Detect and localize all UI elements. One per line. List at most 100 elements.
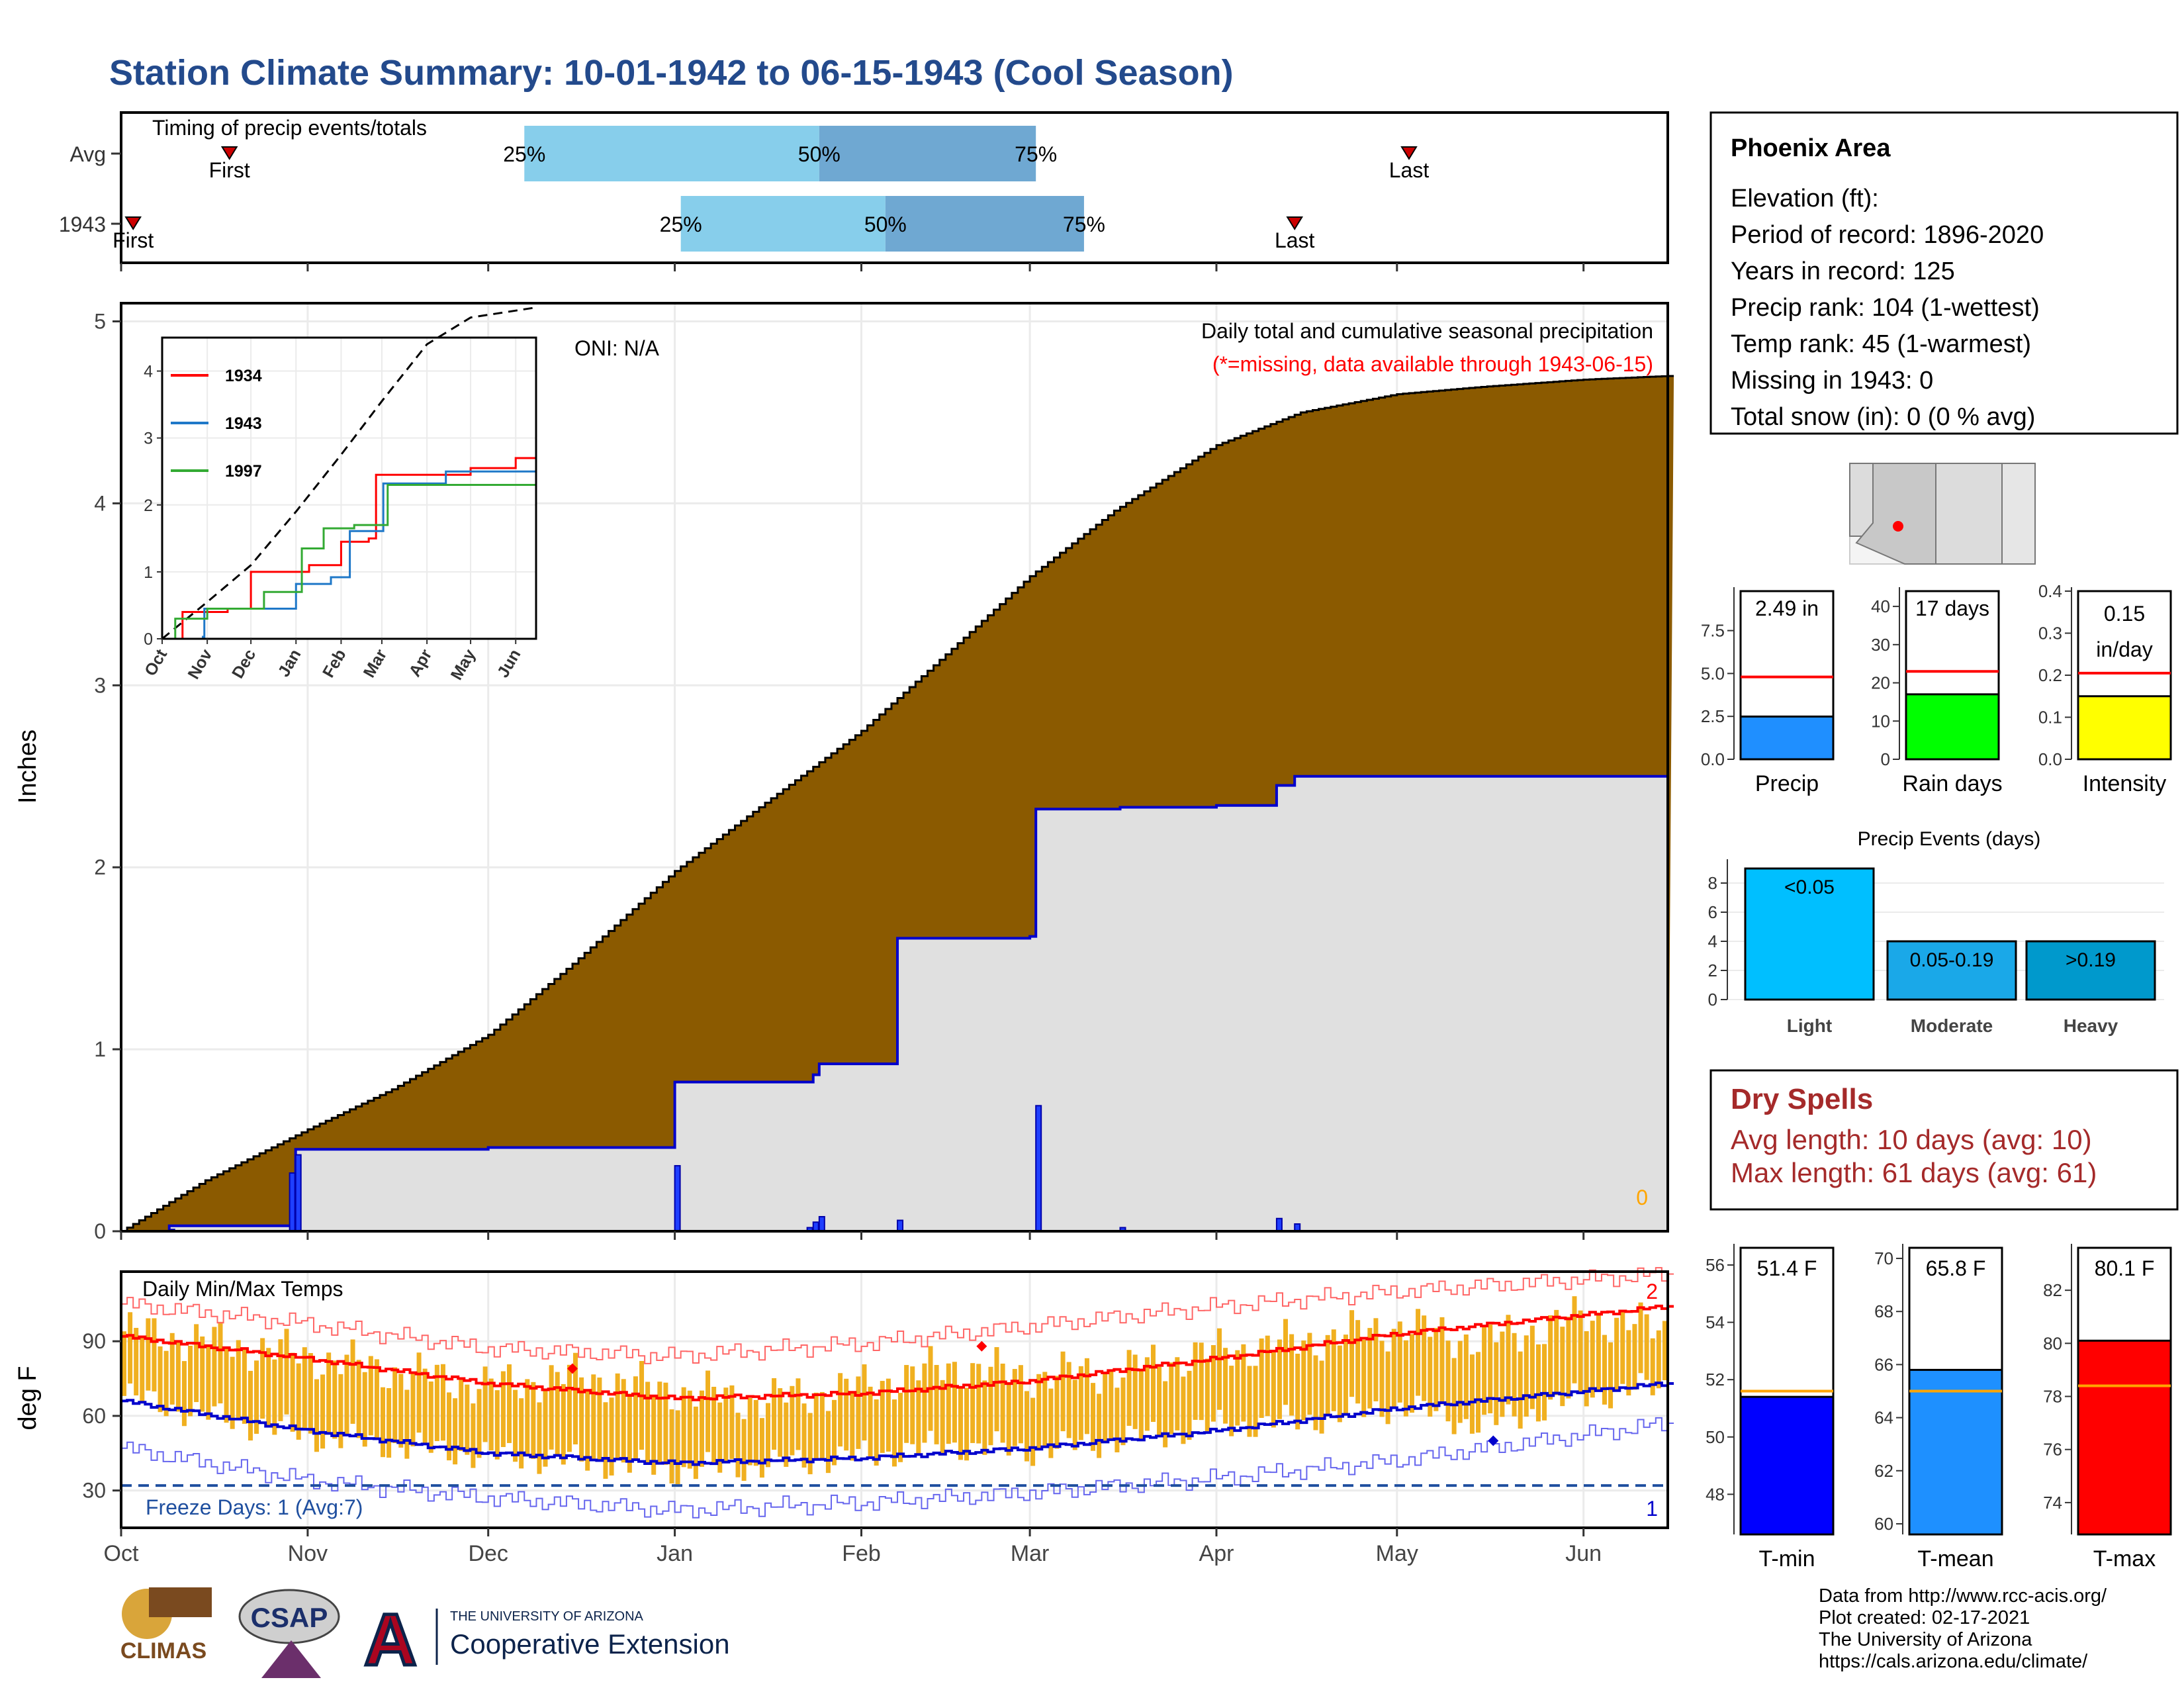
daily-precip-bar <box>295 1154 302 1232</box>
daily-temp-bar <box>1150 1344 1156 1423</box>
daily-temp-bar <box>200 1336 205 1412</box>
daily-temp-bar <box>1138 1371 1144 1441</box>
daily-precip-bar <box>289 1172 296 1232</box>
daily-temp-bar <box>1578 1310 1583 1393</box>
daily-temp-bar <box>1367 1328 1373 1409</box>
daily-temp-bar <box>1126 1350 1132 1426</box>
timing-rows: Avg 25% 50% 75% First Last 1943 25% 50% 75% First L… <box>59 126 1585 271</box>
daily-temp-bar <box>1301 1340 1306 1421</box>
daily-temp-bar <box>1175 1357 1180 1430</box>
daily-temp-bar <box>567 1364 572 1452</box>
daily-temp-bar <box>1632 1324 1637 1390</box>
missing-data-note: (*=missing, data available through 1943-… <box>1212 352 1653 376</box>
daily-temp-bar <box>1331 1329 1336 1411</box>
summary-bar-tick-label: 0.1 <box>2038 708 2062 727</box>
temp-summary-value: 65.8 F <box>1926 1256 1986 1280</box>
daily-temp-bar <box>1144 1357 1150 1431</box>
daily-temp-bar <box>1060 1351 1066 1432</box>
daily-temp-bar <box>1535 1344 1541 1422</box>
temp-panel-label: Daily Min/Max Temps <box>142 1277 343 1301</box>
daily-temp-bar <box>326 1352 332 1433</box>
daily-temp-bar <box>1115 1387 1120 1453</box>
daily-temp-bar <box>1451 1358 1457 1434</box>
daily-temp-bar <box>1048 1388 1054 1458</box>
daily-temp-bar <box>140 1337 145 1403</box>
daily-temp-bar <box>856 1376 861 1449</box>
temp-summary-value: 80.1 F <box>2095 1256 2155 1280</box>
precip-events-bar-heavy <box>2025 940 2156 1001</box>
daily-temp-bar <box>807 1413 813 1475</box>
daily-temp-bar <box>519 1398 524 1469</box>
daily-temp-bar <box>1018 1365 1023 1444</box>
temp-summary-bar-t-mean <box>1908 1368 2003 1536</box>
daily-temp-bar <box>813 1392 819 1460</box>
daily-temp-bar <box>1494 1342 1499 1425</box>
temp-y-tick-label: 90 <box>82 1329 106 1353</box>
daily-temp-bar <box>500 1371 506 1447</box>
daily-temp-bar <box>591 1374 596 1460</box>
daily-temp-bar <box>1277 1339 1282 1419</box>
daily-temp-bar <box>1614 1317 1619 1390</box>
timing-first-label: First <box>209 158 250 182</box>
climas-logo-block <box>149 1587 212 1617</box>
temp-summary-tick-label: 74 <box>2043 1493 2062 1513</box>
daily-temp-bar <box>506 1364 512 1443</box>
station-location-marker <box>1893 521 1903 532</box>
temp-summary-label: T-mean <box>1917 1546 1993 1571</box>
daily-temp-bar <box>1391 1329 1396 1408</box>
daily-temp-bar <box>314 1379 319 1452</box>
month-label: Nov <box>288 1541 328 1566</box>
temp-summary-bars: 51.4 F 48 50 52 54 56 T-min 65.8 F 60 62 64 66 68 70 T… <box>1706 1244 2172 1571</box>
daily-temp-bar <box>387 1387 392 1458</box>
daily-temp-bar <box>1024 1391 1030 1462</box>
daily-temp-bar <box>338 1374 343 1448</box>
daily-temp-bar <box>248 1370 253 1441</box>
daily-temp-bar <box>1012 1369 1017 1446</box>
precip-events-y-tick-label: 2 <box>1708 961 1717 980</box>
daily-temp-bar <box>1091 1383 1096 1451</box>
record-low-count: 1 <box>1646 1497 1658 1521</box>
daily-temp-bar <box>302 1347 307 1429</box>
daily-temp-bar <box>525 1379 530 1456</box>
station-detail-line: Missing in 1943: 0 <box>1731 367 1933 395</box>
daily-temp-bar <box>838 1373 843 1447</box>
daily-temp-bar <box>988 1366 993 1446</box>
daily-temp-bar <box>1253 1366 1258 1437</box>
month-label: Jan <box>657 1541 693 1566</box>
inset-legend: 1934 1943 1997 <box>171 367 262 481</box>
daily-temp-bar <box>645 1382 651 1465</box>
precip-events-y-tick-label: 0 <box>1708 990 1717 1009</box>
precip-y-tick-label: 0 <box>94 1219 106 1243</box>
daily-temp-bar <box>759 1418 764 1478</box>
daily-temp-bar <box>1325 1335 1330 1416</box>
daily-temp-bar <box>224 1348 229 1423</box>
temp-y-tick-label: 60 <box>82 1404 106 1428</box>
summary-bar-label: Rain days <box>1902 771 2002 796</box>
daily-temp-bar <box>1030 1397 1036 1466</box>
daily-temp-bar <box>1109 1369 1114 1440</box>
temp-summary-label: T-min <box>1759 1546 1815 1571</box>
daily-temp-bar <box>1187 1370 1192 1440</box>
daily-temp-bar <box>1120 1377 1126 1446</box>
daily-temp-bar <box>1000 1363 1005 1443</box>
daily-temp-bar <box>181 1361 187 1427</box>
daily-temp-bar <box>891 1399 897 1467</box>
footer-credit-line: Data from http://www.rcc-acis.org/ <box>1819 1585 2107 1607</box>
daily-temp-bar <box>1103 1372 1108 1443</box>
figure-title: Station Climate Summary: 10-01-1942 to 0… <box>109 53 1234 93</box>
daily-temp-bar <box>488 1378 494 1451</box>
daily-temp-bar <box>152 1318 157 1392</box>
daily-temp-bar <box>1584 1331 1589 1407</box>
daily-temp-bar <box>952 1362 957 1443</box>
station-detail-line: Precip rank: 104 (1-wettest) <box>1731 294 2040 322</box>
precip-events-category: Heavy <box>2064 1015 2118 1036</box>
avg-min-line <box>121 1382 1674 1466</box>
timing-first-marker <box>124 216 142 230</box>
daily-temp-bar <box>188 1345 193 1417</box>
daily-temp-bar <box>332 1360 338 1439</box>
daily-temp-bar <box>122 1331 126 1396</box>
timing-first-marker <box>220 146 238 160</box>
daily-temp-bar <box>1084 1358 1089 1434</box>
daily-temp-bar <box>1307 1333 1312 1415</box>
